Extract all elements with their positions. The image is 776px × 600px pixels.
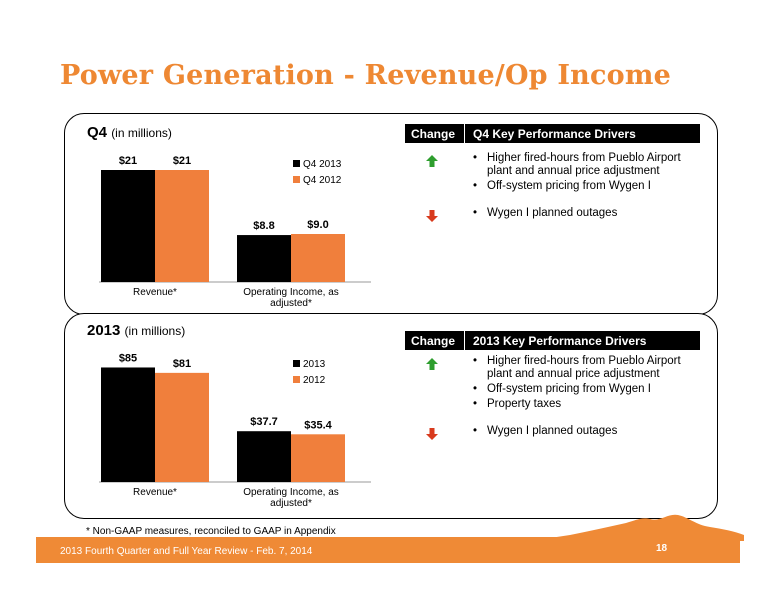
page-number: 18: [656, 543, 668, 554]
q4-drivers-table: Change Q4 Key Performance Drivers Higher…: [405, 124, 700, 222]
footer-bar: 2013 Fourth Quarter and Full Year Review…: [36, 537, 740, 563]
bar-value-label: $21: [173, 155, 191, 167]
category-label: Revenue*: [133, 287, 177, 298]
fy-drivers-header: Change 2013 Key Performance Drivers: [405, 331, 700, 350]
legend-swatch: [293, 176, 300, 183]
q4-change-header: Change: [405, 124, 465, 143]
red-down-arrow-icon: [426, 210, 438, 222]
driver-bullet: Wygen I planned outages: [473, 207, 698, 220]
category-label: Operating Income, as: [243, 287, 339, 298]
category-label: adjusted*: [270, 498, 312, 509]
q4-chart-svg: $21 $21 Revenue* $8.8 $9.0 Operating Income, …: [99, 155, 371, 309]
legend-label: Q4 2012: [303, 175, 342, 186]
bar-value-label: $85: [119, 352, 137, 364]
driver-bullet: Off-system pricing from Wygen I: [473, 180, 698, 193]
footnote: * Non-GAAP measures, reconciled to GAAP …: [86, 526, 336, 537]
bar-value-label: $8.8: [253, 220, 274, 232]
q4-heading: Q4 (in millions): [87, 124, 172, 141]
q4-drivers-title: Q4 Key Performance Drivers: [473, 126, 636, 141]
legend-swatch: [293, 160, 300, 167]
page-title: Power Generation - Revenue/Op Income: [60, 60, 672, 91]
q4-heading-units: (in millions): [111, 126, 172, 140]
category-label: Operating Income, as: [243, 487, 339, 498]
fy-heading: 2013 (in millions): [87, 322, 185, 339]
fy-drivers-title: 2013 Key Performance Drivers: [473, 333, 647, 348]
legend-label: 2013: [303, 359, 326, 370]
legend-label: Q4 2013: [303, 159, 342, 170]
fy-change-header: Change: [405, 331, 465, 350]
fy-drivers-table: Change 2013 Key Performance Drivers High…: [405, 331, 700, 440]
legend-swatch: [293, 376, 300, 383]
fy-bar-chart: $85 $81 Revenue* $37.7 $35.4 Operating Income…: [95, 334, 375, 514]
fy-heading-label: 2013: [87, 322, 121, 339]
bar-current: [237, 431, 291, 482]
bar-current: [237, 235, 291, 282]
bar-value-label: $81: [173, 358, 191, 370]
bar-current: [101, 367, 155, 482]
bar-value-label: $21: [119, 155, 137, 167]
legend-swatch: [293, 360, 300, 367]
bar-prior: [291, 434, 345, 482]
q4-bar-chart: $21 $21 Revenue* $8.8 $9.0 Operating Income, …: [95, 134, 375, 314]
driver-bullet: Off-system pricing from Wygen I: [473, 383, 698, 396]
category-label: Revenue*: [133, 487, 177, 498]
bar-prior: [291, 234, 345, 282]
mountain-logo-icon: [530, 514, 744, 541]
driver-bullet: Higher fired-hours from Pueblo Airport p…: [473, 152, 698, 178]
bar-current: [101, 170, 155, 282]
driver-bullet: Wygen I planned outages: [473, 425, 698, 438]
fy-chart-svg: $85 $81 Revenue* $37.7 $35.4 Operating Income…: [99, 352, 371, 509]
bar-value-label: $35.4: [304, 419, 332, 431]
bar-prior: [155, 372, 209, 482]
footer-text: 2013 Fourth Quarter and Full Year Review…: [60, 546, 313, 557]
q4-panel: Q4 (in millions) $21 $21 Revenue* $8.8 $9.0 O…: [64, 113, 718, 315]
q4-drivers-header: Change Q4 Key Performance Drivers: [405, 124, 700, 143]
legend-label: 2012: [303, 375, 326, 386]
driver-bullet: Higher fired-hours from Pueblo Airport p…: [473, 355, 698, 381]
bar-prior: [155, 170, 209, 282]
bar-value-label: $37.7: [250, 416, 278, 428]
fy-heading-units: (in millions): [124, 324, 186, 338]
green-up-arrow-icon: [426, 358, 438, 370]
fy-panel: 2013 (in millions) $85 $81 Revenue* $37.7 $3…: [64, 313, 718, 519]
driver-bullet: Property taxes: [473, 398, 698, 411]
q4-heading-label: Q4: [87, 124, 108, 141]
green-up-arrow-icon: [426, 155, 438, 167]
category-label: adjusted*: [270, 298, 312, 309]
bar-value-label: $9.0: [307, 219, 328, 231]
red-down-arrow-icon: [426, 428, 438, 440]
